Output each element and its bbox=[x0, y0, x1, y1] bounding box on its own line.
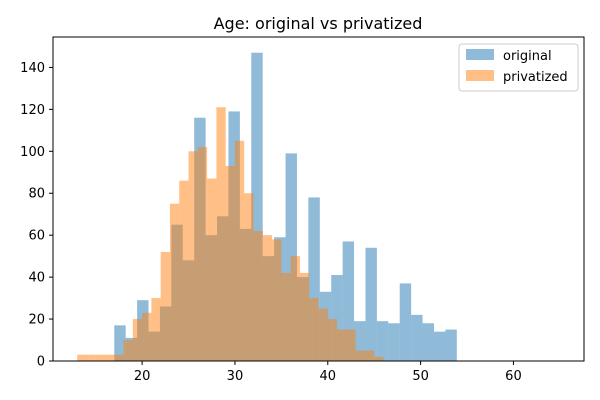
bar-privatized-3 bbox=[104, 354, 115, 361]
legend: original privatized bbox=[458, 43, 579, 92]
y-axis-ticks: 0 20 40 60 80 100 120 140 bbox=[20, 61, 53, 370]
bar-privatized-13 bbox=[197, 147, 208, 361]
bar-privatized-11 bbox=[179, 180, 189, 361]
bar-original-28 bbox=[433, 331, 446, 361]
y-tick-label: 100 bbox=[20, 145, 45, 160]
bar-original-19 bbox=[331, 275, 343, 361]
bar-privatized-12 bbox=[188, 151, 198, 361]
bar-privatized-21 bbox=[272, 239, 282, 361]
bar-privatized-27 bbox=[327, 319, 338, 361]
y-tick-label: 120 bbox=[20, 103, 45, 118]
y-tick-label: 80 bbox=[28, 187, 45, 202]
bar-original-25 bbox=[399, 283, 412, 361]
legend-label-original: original bbox=[503, 49, 552, 64]
bar-privatized-23 bbox=[290, 256, 300, 361]
bar-privatized-28 bbox=[337, 329, 347, 361]
bar-original-12 bbox=[251, 52, 263, 362]
bar-original-0 bbox=[114, 325, 126, 361]
x-tick-label: 30 bbox=[227, 369, 244, 384]
bar-original-23 bbox=[376, 321, 389, 361]
bar-privatized-31 bbox=[364, 350, 375, 361]
bar-privatized-26 bbox=[318, 308, 328, 361]
bar-privatized-20 bbox=[262, 235, 273, 361]
bar-original-22 bbox=[365, 247, 377, 361]
bar-original-27 bbox=[422, 323, 434, 361]
bar-privatized-30 bbox=[355, 350, 365, 361]
bar-privatized-5 bbox=[123, 340, 133, 361]
bar-privatized-17 bbox=[234, 140, 245, 361]
bar-original-21 bbox=[354, 321, 366, 361]
bar-privatized-32 bbox=[374, 356, 384, 361]
bar-privatized-15 bbox=[216, 107, 226, 361]
bar-privatized-25 bbox=[309, 298, 319, 361]
chart-title: Age: original vs privatized bbox=[214, 14, 423, 33]
bar-privatized-6 bbox=[132, 319, 143, 361]
series-privatized-bars bbox=[77, 107, 384, 361]
y-tick-label: 140 bbox=[20, 61, 45, 76]
x-tick-label: 50 bbox=[412, 369, 429, 384]
bar-privatized-29 bbox=[346, 329, 356, 361]
legend-swatch-original bbox=[466, 49, 494, 60]
bar-original-29 bbox=[445, 329, 457, 361]
bar-original-20 bbox=[342, 241, 355, 361]
x-tick-label: 40 bbox=[320, 369, 337, 384]
x-tick-label: 60 bbox=[505, 369, 522, 384]
legend-swatch-privatized bbox=[466, 70, 494, 81]
bar-privatized-2 bbox=[95, 354, 105, 361]
bar-original-24 bbox=[388, 323, 400, 361]
bar-original-26 bbox=[411, 314, 423, 361]
plot-frame bbox=[52, 36, 585, 362]
bar-privatized-10 bbox=[169, 203, 180, 361]
bar-privatized-18 bbox=[244, 193, 254, 361]
bar-privatized-24 bbox=[299, 272, 310, 361]
y-tick-label: 40 bbox=[28, 271, 45, 286]
y-tick-label: 0 bbox=[37, 355, 45, 370]
bar-privatized-8 bbox=[151, 298, 161, 361]
bar-privatized-1 bbox=[86, 354, 96, 361]
bar-original-17 bbox=[308, 197, 320, 361]
x-axis-ticks: 20 30 40 50 60 bbox=[134, 361, 522, 384]
y-tick-label: 20 bbox=[28, 313, 45, 328]
x-tick-label: 20 bbox=[134, 369, 151, 384]
bar-privatized-19 bbox=[253, 230, 263, 361]
legend-label-privatized: privatized bbox=[503, 70, 568, 85]
bar-privatized-22 bbox=[281, 272, 291, 361]
bar-privatized-7 bbox=[142, 312, 152, 361]
bar-privatized-4 bbox=[114, 354, 124, 361]
y-tick-label: 60 bbox=[28, 229, 45, 244]
bar-privatized-16 bbox=[225, 165, 235, 361]
bar-privatized-9 bbox=[160, 251, 170, 361]
bar-privatized-0 bbox=[77, 354, 87, 361]
bar-privatized-14 bbox=[207, 178, 217, 361]
